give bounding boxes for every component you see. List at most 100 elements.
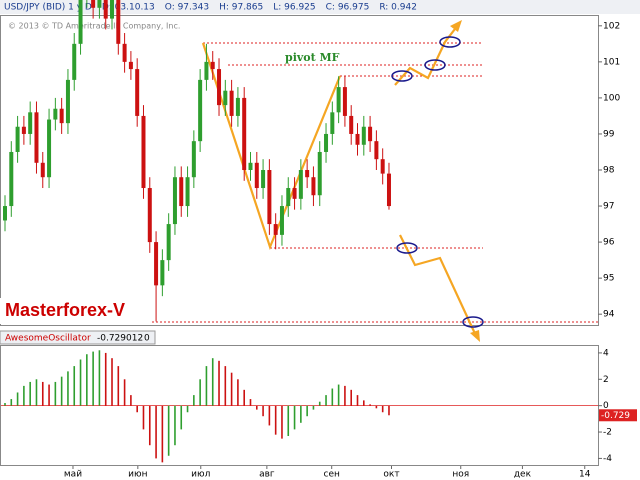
candle-body — [368, 126, 373, 142]
candle-body — [72, 43, 77, 80]
header-field: O: 97.343 — [165, 3, 209, 13]
y-tick-label: 97 — [603, 202, 614, 212]
y-tick-label: 102 — [603, 21, 620, 31]
candle-body — [179, 177, 184, 207]
candle-body — [361, 126, 366, 145]
candle-body — [349, 115, 354, 134]
watermark: © 2013 © TD Ameritrade IP Company, Inc. — [8, 22, 180, 31]
candle-body — [53, 108, 58, 120]
header-field: D: 03.10.13 — [102, 3, 155, 13]
header-field: R: 0.942 — [379, 3, 417, 13]
annotation: pivot MF — [285, 51, 340, 64]
candle-body — [286, 188, 291, 207]
candle-body — [91, 0, 96, 8]
header-field: L: 96.925 — [273, 3, 315, 13]
candle-body — [128, 61, 133, 70]
osc-param: 0 — [144, 334, 150, 344]
candle-body — [135, 69, 140, 116]
candle-body — [254, 162, 259, 189]
candle-body — [198, 79, 203, 142]
header-field: C: 96.975 — [326, 3, 370, 13]
candle-body — [15, 126, 20, 152]
header-bar — [0, 0, 640, 14]
x-tick-label: окт — [383, 470, 399, 480]
header-field: H: 97.865 — [219, 3, 263, 13]
candle-body — [229, 90, 234, 116]
y-tick-label: 95 — [603, 274, 614, 284]
y-tick-label: 96 — [603, 238, 615, 248]
x-tick-label: май — [64, 470, 82, 480]
candle-body — [116, 0, 121, 44]
candle-body — [21, 126, 26, 134]
y-tick-label: 99 — [603, 129, 615, 139]
x-tick-label: ноя — [452, 470, 469, 480]
candle-body — [122, 43, 127, 62]
candle-body — [103, 0, 108, 19]
candle-body — [141, 115, 146, 189]
x-tick-label: июл — [191, 470, 210, 480]
osc-tick-label: 4 — [603, 348, 609, 358]
candle-body — [191, 141, 196, 178]
candle-body — [204, 61, 209, 80]
osc-name: AwesomeOscillator — [5, 334, 91, 344]
header-field: USD/JPY (BID) 1 y D — [4, 3, 92, 13]
candle-body — [336, 87, 341, 113]
y-tick-label: 100 — [603, 93, 620, 103]
candle-body — [292, 188, 297, 199]
candle-body — [110, 0, 115, 19]
y-tick-label: 98 — [603, 166, 615, 176]
candle-body — [28, 112, 33, 134]
candle-body — [97, 0, 102, 8]
candle-body — [324, 133, 329, 152]
candle-body — [261, 170, 266, 189]
y-tick-label: 94 — [603, 310, 615, 320]
osc-tick-label: -4 — [603, 454, 612, 464]
candle-body — [380, 159, 385, 174]
osc-value-box — [599, 409, 637, 422]
osc-last: -0.729012 — [97, 334, 143, 344]
candle-body — [223, 90, 228, 106]
candle-body — [185, 177, 190, 207]
osc-value-label: -0.729 — [601, 411, 630, 421]
candle-body — [305, 170, 310, 178]
candle-body — [210, 61, 215, 70]
candle-body — [273, 224, 278, 235]
brand-label: Masterforex-V — [5, 300, 125, 320]
candle-body — [166, 224, 171, 261]
candle-body — [78, 0, 83, 44]
candle-body — [47, 119, 52, 178]
candle-body — [34, 112, 39, 163]
candle-body — [374, 141, 379, 160]
y-tick-label: 101 — [603, 57, 620, 67]
candle-body — [311, 177, 316, 196]
osc-tick-label: 2 — [603, 375, 609, 385]
candle-body — [154, 242, 159, 286]
candle-body — [242, 97, 247, 170]
candle-body — [40, 162, 45, 178]
x-tick-label: авг — [259, 470, 275, 480]
osc-tick-label: -2 — [603, 428, 612, 438]
x-tick-label: 14 — [579, 470, 591, 480]
candle-body — [65, 79, 70, 124]
candle-body — [279, 206, 284, 235]
candle-body — [248, 162, 253, 170]
x-tick-label: дек — [514, 470, 532, 480]
candle-body — [386, 173, 391, 207]
candle-body — [160, 260, 165, 286]
x-tick-label: сен — [324, 470, 340, 480]
candle-body — [298, 170, 303, 199]
candle-body — [355, 133, 360, 145]
candle-body — [59, 108, 64, 124]
candle-body — [317, 151, 322, 196]
label-bg — [0, 298, 150, 324]
candle-body — [330, 112, 335, 134]
candle-body — [267, 170, 272, 225]
candle-body — [9, 151, 14, 207]
osc-tick-label: 0 — [603, 401, 609, 411]
osc-header — [0, 330, 156, 345]
candle-body — [172, 177, 177, 225]
candle-body — [235, 97, 240, 116]
candle-body — [147, 188, 152, 243]
